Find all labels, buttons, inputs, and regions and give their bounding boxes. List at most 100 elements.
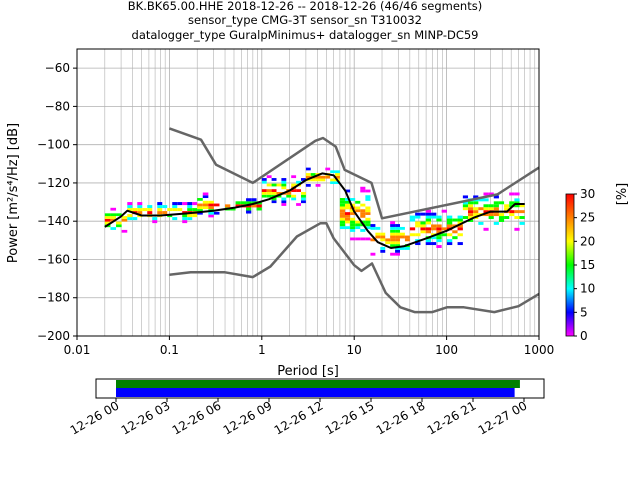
density-cell	[493, 213, 499, 217]
density-cell	[514, 227, 520, 231]
density-cell	[320, 178, 326, 182]
density-cell	[121, 218, 128, 222]
density-cell	[208, 214, 214, 218]
density-cell	[281, 200, 287, 204]
colorbar-tick-label: 0	[580, 329, 588, 343]
density-cell	[235, 201, 241, 205]
density-cell	[104, 221, 111, 225]
y-tick-label: −120	[37, 176, 70, 190]
density-cell	[365, 198, 371, 201]
density-cell	[339, 206, 345, 210]
density-cell	[431, 212, 437, 216]
density-cell	[132, 217, 138, 221]
density-cell	[197, 198, 203, 201]
density-cell	[504, 216, 510, 219]
colorbar-label: [%]	[615, 183, 630, 206]
density-cell	[266, 175, 272, 179]
density-cell	[457, 233, 463, 237]
density-cell	[137, 202, 143, 206]
y-tick-label: −200	[37, 329, 70, 343]
coverage-tick-label: 12-26 15	[323, 398, 377, 437]
density-cell	[395, 249, 400, 253]
density-cell	[409, 227, 416, 231]
density-cell	[147, 205, 153, 209]
density-cell	[446, 218, 453, 222]
density-cell	[116, 213, 122, 217]
density-cell	[420, 212, 426, 216]
density-cell	[509, 201, 515, 205]
density-cell	[271, 191, 277, 195]
density-cell	[291, 197, 297, 201]
density-cell	[350, 237, 356, 241]
density-cell	[473, 213, 479, 217]
density-cell	[350, 198, 356, 201]
density-cell	[509, 192, 515, 196]
density-heatmap	[104, 167, 525, 256]
density-cell	[256, 207, 262, 211]
density-cell	[390, 244, 396, 248]
density-cell	[177, 202, 183, 206]
density-cell	[286, 191, 292, 195]
density-cell	[246, 204, 252, 208]
density-cell	[137, 208, 143, 212]
density-cell	[251, 198, 257, 202]
density-cell	[276, 191, 282, 195]
density-cell	[157, 208, 163, 212]
density-cell	[493, 195, 499, 199]
density-cell	[339, 220, 345, 224]
density-cell	[415, 215, 421, 219]
density-cell	[157, 205, 163, 209]
density-cell	[395, 247, 400, 250]
density-cell	[399, 232, 405, 236]
density-cell	[271, 189, 277, 192]
density-cell	[335, 173, 340, 176]
density-cell	[468, 210, 474, 214]
y-tick-label: −60	[45, 61, 70, 75]
density-cell	[365, 237, 371, 241]
density-cell	[370, 252, 376, 256]
density-cell	[360, 209, 366, 213]
density-cell	[339, 209, 345, 213]
density-cell	[127, 205, 133, 209]
density-cell	[344, 198, 351, 201]
chart-title-line-3: datalogger_type GuralpMinimus+ datalogge…	[132, 28, 479, 42]
density-cell	[404, 235, 410, 239]
density-cell	[360, 229, 366, 232]
density-cell	[370, 226, 376, 230]
density-cell	[246, 210, 252, 214]
density-cell	[202, 192, 209, 196]
density-cell	[425, 221, 432, 225]
density-cell	[473, 195, 479, 199]
density-cell	[104, 218, 111, 222]
density-cell	[478, 198, 484, 202]
density-cell	[315, 184, 321, 187]
density-cell	[365, 226, 371, 230]
density-cell	[478, 207, 484, 211]
density-cell	[246, 198, 252, 202]
density-cell	[355, 209, 361, 213]
noise-model-low-line	[169, 222, 540, 314]
density-cell	[344, 212, 351, 215]
density-cell	[409, 233, 416, 237]
density-cell	[514, 204, 520, 208]
density-cell	[157, 211, 163, 215]
density-cell	[425, 209, 432, 213]
density-cell	[420, 230, 426, 234]
density-cell	[208, 206, 214, 210]
density-cell	[425, 230, 432, 234]
density-cell	[457, 215, 463, 219]
density-cell	[493, 207, 499, 211]
density-cell	[281, 183, 287, 187]
density-cell	[202, 206, 209, 210]
density-cell	[431, 236, 437, 240]
density-cell	[390, 226, 396, 230]
density-cell	[425, 239, 432, 243]
density-cell	[339, 212, 345, 215]
density-cell	[296, 180, 301, 184]
density-cell	[365, 209, 371, 213]
density-cell	[446, 233, 453, 237]
density-cell	[202, 200, 209, 204]
y-axis-ticks: −60 −80 −100 −120 −140 −160 −180 −200	[37, 61, 77, 343]
density-cell	[339, 226, 345, 230]
coverage-tick-label: 12-26 00	[68, 398, 122, 437]
